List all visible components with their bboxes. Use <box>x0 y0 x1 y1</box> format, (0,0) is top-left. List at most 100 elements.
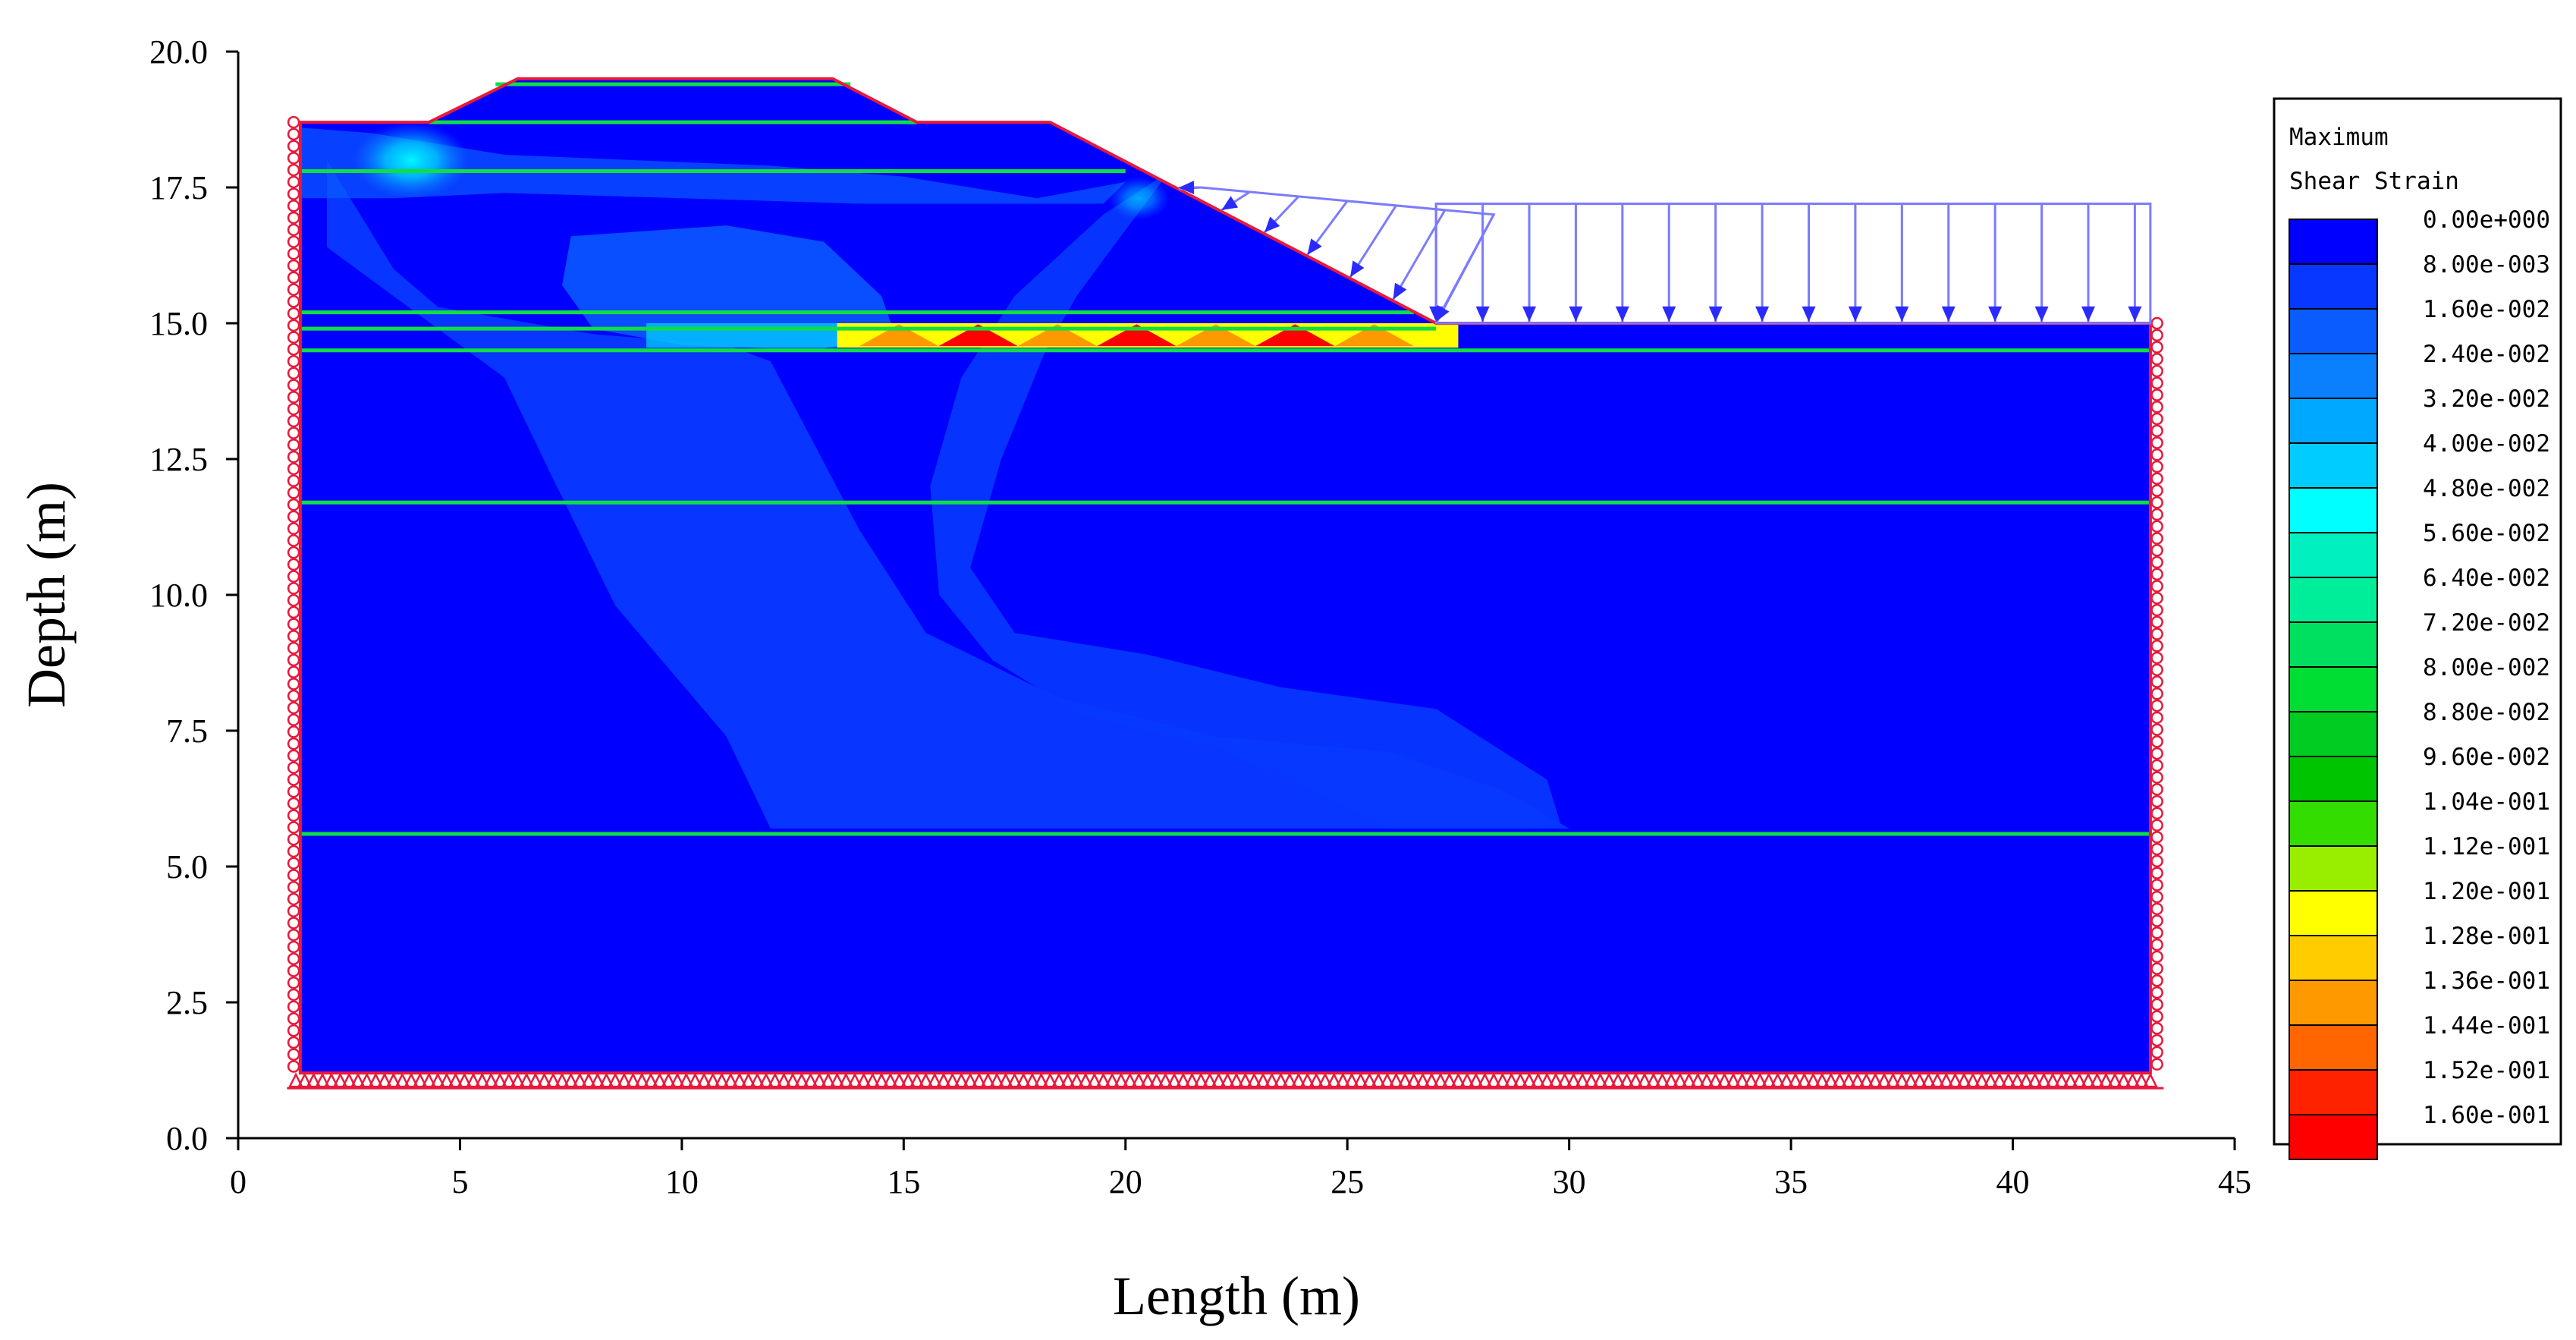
base-pin-support <box>483 1072 499 1088</box>
x-tick-label: 15 <box>887 1163 920 1200</box>
base-pin-support <box>368 1072 384 1088</box>
left-roller-support <box>287 952 300 965</box>
base-pin-support <box>1290 1072 1306 1088</box>
left-roller-support <box>287 247 300 260</box>
base-pin-support <box>1566 1072 1582 1088</box>
base-pin-support <box>749 1072 765 1088</box>
base-pin-support <box>767 1072 783 1088</box>
x-tick-label: 0 <box>230 1163 247 1200</box>
base-pin-support <box>652 1072 668 1088</box>
right-roller-support <box>2150 831 2163 844</box>
boundary-supports <box>287 115 2164 1090</box>
base-pin-support <box>793 1072 809 1088</box>
right-roller-support <box>2150 1010 2163 1023</box>
base-pin-support <box>1193 1072 1209 1088</box>
legend-swatch <box>2289 353 2378 399</box>
legend-label: 1.12e-001 <box>2423 833 2550 860</box>
right-roller-support <box>2150 544 2163 557</box>
right-roller-support <box>2150 914 2163 927</box>
legend-swatch <box>2289 219 2378 265</box>
base-pin-support <box>1397 1072 1413 1088</box>
base-pin-support <box>1113 1072 1129 1088</box>
load-arrow-head <box>2128 306 2142 322</box>
y-tick-label: 5.0 <box>166 848 208 885</box>
right-roller-support <box>2150 388 2163 401</box>
base-pin-support <box>1486 1072 1502 1088</box>
model-mesh <box>287 77 2164 1090</box>
left-roller-support <box>287 928 300 942</box>
base-pin-support <box>1255 1072 1271 1088</box>
right-roller-support <box>2150 986 2163 999</box>
base-pin-support <box>1051 1072 1067 1088</box>
axes: 0 5 10 15 20 25 30 35 40 45 0.0 2.5 5.0 7.5 10.0 12.5 15… <box>149 33 2251 1200</box>
base-pin-support <box>776 1072 792 1088</box>
legend-swatch <box>2289 666 2378 712</box>
base-pin-support <box>563 1072 579 1088</box>
legend-label: 1.04e-001 <box>2423 788 2550 816</box>
base-pin-support <box>758 1072 774 1088</box>
load-arrow-head <box>1221 196 1239 210</box>
right-roller-support <box>2150 1058 2163 1071</box>
left-roller-support <box>287 343 300 356</box>
left-roller-support <box>287 283 300 296</box>
base-pin-support <box>288 1072 304 1088</box>
base-pin-support <box>1220 1072 1236 1088</box>
x-tick-label: 25 <box>1330 1163 1364 1200</box>
x-tick-label: 30 <box>1553 1163 1586 1200</box>
base-pin-support <box>1477 1072 1493 1088</box>
y-tick-label: 10.0 <box>149 577 208 614</box>
base-pin-support <box>1903 1072 1919 1088</box>
left-roller-support <box>287 737 300 750</box>
base-pin-support <box>1282 1072 1298 1088</box>
legend-swatch <box>2289 398 2378 444</box>
base-pin-support <box>385 1072 401 1088</box>
base-pin-support <box>2125 1072 2141 1088</box>
base-pin-support <box>1494 1072 1510 1088</box>
base-pin-support <box>803 1072 818 1088</box>
base-pin-support <box>1246 1072 1262 1088</box>
left-roller-support <box>287 379 300 392</box>
base-pin-support <box>1974 1072 1990 1088</box>
base-pin-support <box>1441 1072 1457 1088</box>
base-pin-support <box>670 1072 686 1088</box>
base-pin-support <box>2116 1072 2131 1088</box>
legend-swatch <box>2289 621 2378 668</box>
x-tick-label: 20 <box>1109 1163 1142 1200</box>
right-roller-support <box>2150 1033 2163 1047</box>
base-pin-support <box>1707 1072 1723 1088</box>
left-roller-support <box>287 1060 300 1073</box>
base-pin-support <box>696 1072 712 1088</box>
base-pin-support <box>1583 1072 1599 1088</box>
shear-band-peak <box>859 324 939 347</box>
right-roller-support <box>2150 401 2163 414</box>
base-pin-support <box>1450 1072 1466 1088</box>
load-arrow-head <box>1802 306 1816 322</box>
legend-label: 6.40e-002 <box>2423 565 2550 592</box>
left-roller-support <box>287 450 300 464</box>
right-roller-support <box>2150 735 2163 748</box>
left-roller-support <box>287 1036 300 1049</box>
legend-swatch <box>2289 1024 2378 1071</box>
right-roller-support <box>2150 663 2163 677</box>
load-arrow-head <box>1522 306 1536 322</box>
base-pin-support <box>1131 1072 1147 1088</box>
base-pin-support <box>2027 1072 2043 1088</box>
base-pin-support <box>731 1072 747 1088</box>
legend-label: 1.20e-001 <box>2423 878 2550 905</box>
legend-swatch <box>2289 980 2378 1026</box>
base-pin-support <box>1415 1072 1431 1088</box>
legend-swatch <box>2289 263 2378 310</box>
right-roller-support <box>2150 1022 2163 1035</box>
left-roller-support <box>287 917 300 930</box>
left-roller-support <box>287 892 300 906</box>
base-pin-support <box>1894 1072 1910 1088</box>
right-roller-support <box>2150 640 2163 653</box>
right-roller-support <box>2150 867 2163 879</box>
base-pin-support <box>1645 1072 1661 1088</box>
left-roller-support <box>287 1000 300 1013</box>
left-roller-support <box>287 976 300 989</box>
left-roller-support <box>287 904 300 917</box>
base-pin-support <box>1849 1072 1865 1088</box>
base-pin-support <box>1237 1072 1253 1088</box>
